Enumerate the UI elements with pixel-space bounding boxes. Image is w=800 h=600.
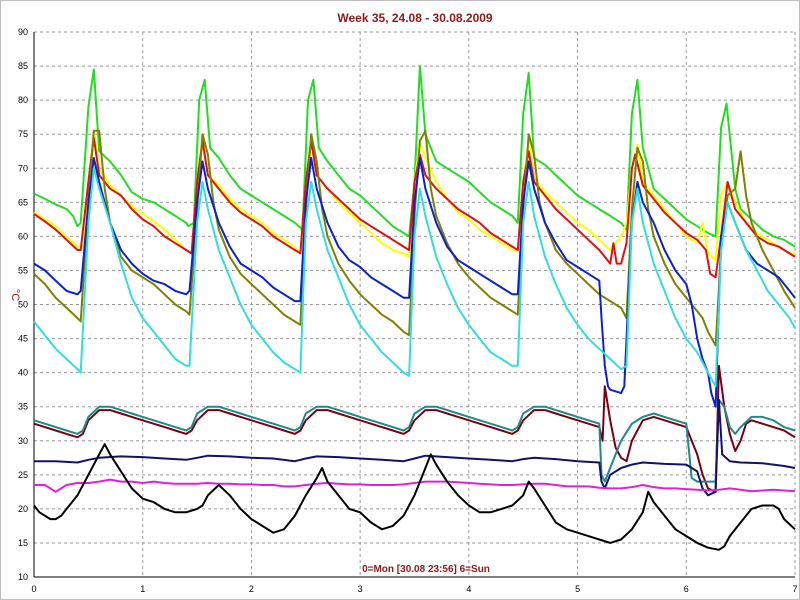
y-tick-label: 55 [18, 265, 28, 275]
axes [33, 32, 795, 578]
chart-title: Week 35, 24.08 - 30.08.2009 [337, 11, 493, 25]
y-tick-label: 30 [18, 436, 28, 446]
series-line-6 [33, 167, 796, 388]
y-tick-label: 85 [18, 61, 28, 71]
series-line-8 [33, 398, 796, 483]
series-line-1 [33, 65, 796, 248]
y-tick-label: 40 [18, 368, 28, 378]
series-line-9 [34, 398, 796, 497]
series-line-3 [33, 136, 796, 279]
y-tick-label: 70 [18, 163, 28, 173]
chart-footer: 0=Mon [30.08 23:56] 6=Sun [362, 564, 490, 575]
series-line-11 [33, 443, 796, 551]
x-tick-label: 4 [466, 584, 471, 594]
x-tick-label: 7 [792, 584, 797, 594]
x-tick-label: 6 [684, 584, 689, 594]
y-tick-label: 50 [18, 300, 28, 310]
y-axis-label: °C [9, 289, 21, 301]
y-tick-label: 20 [18, 504, 28, 514]
x-tick-label: 2 [249, 584, 254, 594]
y-tick-label: 80 [18, 95, 28, 105]
y-tick-label: 65 [18, 197, 28, 207]
grid [33, 31, 796, 578]
y-tick-label: 45 [18, 334, 28, 344]
y-tick-label: 25 [18, 470, 28, 480]
x-tick-label: 3 [358, 584, 363, 594]
x-tick-label: 5 [575, 584, 580, 594]
series-group [33, 65, 796, 551]
x-tick-label: 0 [31, 584, 36, 594]
y-tick-label: 75 [18, 129, 28, 139]
series-line-10 [34, 478, 796, 493]
y-tick-label: 15 [18, 538, 28, 548]
x-tick-label: 1 [140, 584, 145, 594]
y-tick-label: 35 [18, 402, 28, 412]
series-line-7 [33, 364, 796, 493]
series-line-5 [33, 157, 796, 408]
y-tick-label: 60 [18, 231, 28, 241]
y-tick-label: 90 [18, 27, 28, 37]
y-tick-label: 10 [18, 572, 28, 582]
series-line-4 [33, 129, 796, 347]
